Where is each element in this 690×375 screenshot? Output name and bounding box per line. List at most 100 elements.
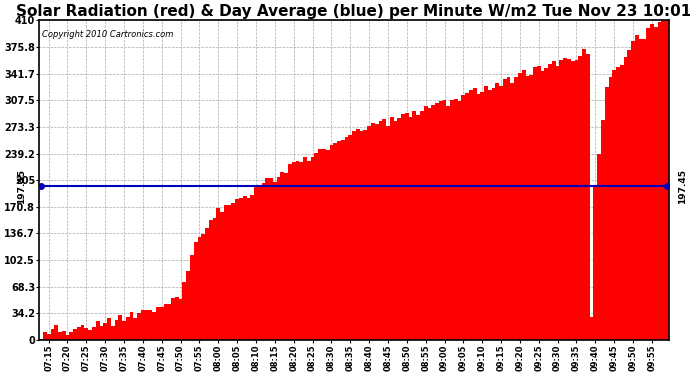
Bar	[152, 312, 156, 340]
Bar	[393, 121, 397, 340]
Bar	[235, 199, 239, 340]
Bar	[371, 123, 375, 340]
Bar	[205, 228, 209, 340]
Bar	[555, 66, 560, 340]
Bar	[620, 65, 624, 340]
Bar	[416, 116, 420, 340]
Bar	[454, 99, 457, 340]
Bar	[96, 321, 99, 340]
Text: Copyright 2010 Cartronics.com: Copyright 2010 Cartronics.com	[42, 30, 174, 39]
Bar	[537, 66, 541, 340]
Bar	[526, 76, 529, 340]
Bar	[533, 68, 537, 340]
Bar	[348, 135, 352, 340]
Bar	[266, 178, 269, 340]
Bar	[277, 177, 281, 340]
Bar	[518, 74, 522, 340]
Bar	[506, 77, 511, 340]
Bar	[352, 131, 356, 340]
Bar	[473, 88, 477, 340]
Bar	[258, 186, 262, 340]
Bar	[62, 332, 66, 340]
Bar	[428, 108, 431, 340]
Bar	[186, 271, 190, 340]
Bar	[375, 124, 379, 340]
Bar	[665, 20, 669, 340]
Title: Solar Radiation (red) & Day Average (blue) per Minute W/m2 Tue Nov 23 10:01: Solar Radiation (red) & Day Average (blu…	[17, 4, 690, 19]
Bar	[631, 41, 635, 340]
Bar	[194, 242, 197, 340]
Bar	[563, 58, 567, 340]
Bar	[639, 39, 642, 340]
Bar	[571, 60, 575, 340]
Bar	[299, 162, 303, 340]
Bar	[408, 117, 413, 340]
Bar	[503, 79, 506, 340]
Bar	[231, 203, 235, 340]
Bar	[382, 119, 386, 340]
Bar	[390, 117, 393, 340]
Bar	[66, 335, 70, 340]
Bar	[612, 70, 616, 340]
Bar	[160, 307, 164, 340]
Bar	[326, 150, 330, 340]
Bar	[250, 195, 254, 340]
Bar	[495, 83, 499, 340]
Bar	[386, 126, 390, 340]
Bar	[522, 70, 526, 340]
Bar	[213, 217, 217, 340]
Bar	[435, 103, 439, 340]
Bar	[586, 54, 590, 340]
Bar	[330, 146, 333, 340]
Bar	[318, 148, 322, 340]
Bar	[126, 316, 130, 340]
Bar	[164, 304, 168, 340]
Text: 197.45: 197.45	[678, 169, 687, 204]
Bar	[488, 90, 492, 340]
Bar	[337, 141, 341, 340]
Bar	[344, 137, 348, 340]
Bar	[295, 161, 299, 340]
Bar	[50, 329, 55, 340]
Bar	[115, 320, 119, 340]
Bar	[650, 24, 653, 340]
Bar	[442, 100, 446, 340]
Bar	[84, 328, 88, 340]
Bar	[514, 77, 518, 340]
Bar	[201, 234, 205, 340]
Bar	[99, 326, 104, 340]
Bar	[292, 162, 295, 340]
Bar	[578, 56, 582, 340]
Bar	[560, 60, 563, 340]
Bar	[307, 161, 310, 340]
Bar	[104, 323, 107, 340]
Bar	[499, 86, 503, 340]
Bar	[58, 332, 62, 340]
Bar	[322, 148, 326, 340]
Bar	[168, 304, 171, 340]
Bar	[653, 27, 658, 340]
Bar	[197, 237, 201, 340]
Bar	[141, 310, 145, 340]
Bar	[171, 298, 175, 340]
Bar	[356, 129, 359, 340]
Bar	[364, 130, 367, 340]
Bar	[239, 198, 243, 340]
Bar	[480, 92, 484, 340]
Bar	[122, 321, 126, 340]
Bar	[465, 93, 469, 340]
Bar	[567, 59, 571, 340]
Bar	[431, 105, 435, 340]
Bar	[601, 120, 604, 340]
Bar	[137, 313, 141, 340]
Bar	[145, 310, 148, 340]
Bar	[111, 326, 115, 340]
Bar	[55, 326, 58, 340]
Bar	[367, 126, 371, 340]
Bar	[88, 330, 92, 340]
Bar	[133, 318, 137, 340]
Bar	[217, 208, 220, 340]
Bar	[397, 118, 401, 340]
Bar	[281, 172, 284, 340]
Bar	[627, 50, 631, 340]
